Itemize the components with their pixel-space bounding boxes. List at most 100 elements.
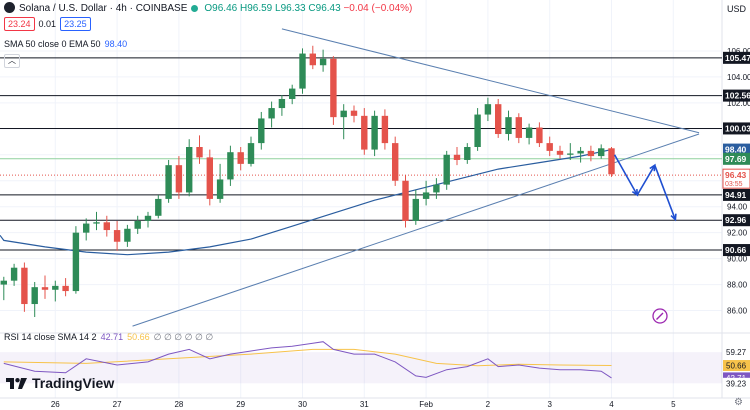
candle-body: [433, 184, 440, 193]
rsi-label: RSI 14 close SMA 14 2: [4, 332, 97, 342]
candle: [52, 280, 59, 302]
price-label-box: [723, 214, 750, 227]
candle: [453, 147, 461, 166]
candle: [361, 108, 368, 155]
candle: [175, 156, 183, 199]
candle-body: [577, 150, 584, 154]
candle-body: [196, 147, 203, 158]
candle-body: [227, 152, 234, 180]
candle-body: [83, 223, 90, 233]
rsi-axis-label: 59.27: [726, 348, 747, 357]
candle-body: [422, 192, 430, 199]
candle: [515, 113, 522, 144]
symbol-legend[interactable]: Solana / U.S. Dollar · 4h · COINBASE O96.…: [4, 2, 412, 14]
candle: [196, 135, 203, 164]
candle: [186, 139, 193, 197]
candle: [608, 147, 615, 177]
candle-body: [258, 118, 265, 144]
candle: [577, 147, 584, 163]
candle-body: [495, 104, 502, 135]
rsi-axis-label: 50.66: [726, 362, 747, 371]
candle: [144, 211, 152, 228]
candle: [216, 163, 224, 203]
candle: [340, 104, 347, 140]
candle: [41, 275, 49, 299]
rsi-axis-box: [723, 346, 750, 358]
bid-ask-widget: 23.24 0.01 23.25: [4, 17, 91, 31]
candle-body: [52, 285, 59, 290]
price-label-box: [723, 188, 750, 201]
candle-body: [237, 152, 244, 164]
price-axis[interactable]: 86.0088.0090.0092.0094.0096.0098.00100.0…: [722, 47, 750, 389]
candle: [381, 109, 389, 150]
candle-body: [206, 157, 213, 199]
trendlines: [132, 28, 700, 327]
candle: [464, 143, 471, 164]
candle-body: [10, 267, 18, 281]
candle-body: [340, 110, 347, 118]
price-label-box: [723, 244, 750, 257]
candle: [443, 150, 450, 190]
candle-body: [247, 143, 255, 164]
grid: [0, 0, 750, 399]
symbol-title[interactable]: Solana / U.S. Dollar · 4h · COINBASE: [19, 3, 188, 14]
ma-indicator-legend[interactable]: SMA 50 close 0 EMA 50 98.40: [4, 39, 127, 49]
candle: [330, 56, 337, 125]
candle-body: [402, 180, 409, 221]
gear-icon[interactable]: ⚙: [734, 397, 743, 408]
candle-body: [289, 88, 296, 99]
candle-body: [567, 153, 574, 155]
candle: [103, 215, 110, 237]
candle: [319, 49, 327, 72]
candle-body: [556, 150, 564, 155]
trendline-ascending: [132, 133, 700, 327]
candle: [155, 195, 162, 219]
candle-body: [0, 280, 7, 285]
price-tick-label: 94.00: [727, 203, 748, 212]
candle-body: [165, 165, 172, 199]
candle-body: [309, 53, 316, 66]
rsi-legend[interactable]: RSI 14 close SMA 14 2 42.71 50.66 ∅ ∅ ∅ ∅ ∅…: [4, 332, 213, 343]
candle-body: [319, 58, 327, 66]
candle-body: [392, 143, 399, 181]
candle-body: [464, 147, 471, 160]
candle-body: [515, 117, 522, 138]
candle: [598, 144, 605, 159]
price-tick-label: 90.00: [727, 255, 748, 264]
rsi-band: [0, 352, 722, 384]
price-tick-label: 106.00: [727, 47, 750, 56]
candle: [350, 105, 358, 123]
price-label: 92.96: [725, 215, 747, 225]
candle-body: [103, 222, 110, 231]
candle-body: [587, 150, 595, 157]
price-label-box: [723, 152, 750, 165]
buy-price-button[interactable]: 23.25: [60, 17, 91, 31]
magic-icon[interactable]: [652, 308, 668, 324]
candle-body: [41, 287, 49, 290]
candle-body: [443, 154, 450, 185]
tradingview-logo[interactable]: TradingView: [6, 375, 114, 391]
current-price-box: [722, 168, 750, 189]
price-label-box: [723, 51, 750, 64]
sell-price-button[interactable]: 23.24: [4, 17, 35, 31]
rsi-axis-box: [723, 360, 750, 372]
price-tick-label: 104.00: [727, 73, 750, 82]
close-value: C96.43: [308, 3, 341, 14]
candles[interactable]: [0, 45, 615, 318]
candle: [546, 136, 553, 157]
time-axis[interactable]: 26 27 28 29 30 31 Feb 2 3 4 5: [51, 400, 676, 409]
current-price-label: 96.43: [725, 170, 747, 180]
chevron-up-icon[interactable]: ︿: [4, 54, 20, 68]
candle: [83, 218, 90, 241]
rsi-ma-value: 50.66: [127, 332, 150, 342]
candle-body: [278, 98, 286, 109]
candle-body: [124, 228, 131, 242]
ma-indicator-label: SMA 50 close 0 EMA 50: [4, 39, 101, 49]
candle: [289, 84, 296, 105]
price-tick-label: 92.00: [727, 229, 748, 238]
candle-body: [350, 110, 358, 116]
time-tick-label: 29: [236, 400, 245, 409]
candle-body: [412, 198, 419, 221]
price-label-box: [723, 143, 750, 156]
